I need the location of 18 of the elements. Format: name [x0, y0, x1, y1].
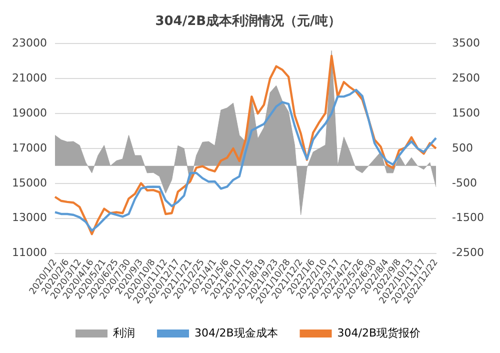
y2-tick-label: 2500 [452, 71, 480, 84]
y-tick-label: 11000 [12, 246, 47, 260]
y2-tick-label: 1500 [452, 106, 480, 120]
y-tick-label: 17000 [12, 141, 47, 154]
y2-tick-label: -1500 [452, 211, 484, 224]
y2-tick-label: -2500 [452, 246, 484, 260]
y-tick-label: 15000 [12, 176, 47, 190]
chart-title: 304/2B成本利润情况（元/吨） [155, 13, 341, 30]
y-tick-label: 13000 [12, 211, 47, 224]
y-tick-label: 21000 [12, 71, 47, 84]
y-tick-label: 19000 [12, 106, 47, 120]
y2-tick-label: 500 [452, 141, 474, 154]
y2-tick-label: 3500 [452, 36, 480, 50]
legend-label: 304/2B现金成本 [194, 326, 278, 340]
y2-tick-label: -500 [452, 176, 478, 190]
legend-label: 304/2B现货报价 [337, 326, 420, 340]
y-tick-label: 23000 [12, 36, 47, 50]
legend-label: 利润 [113, 326, 136, 340]
